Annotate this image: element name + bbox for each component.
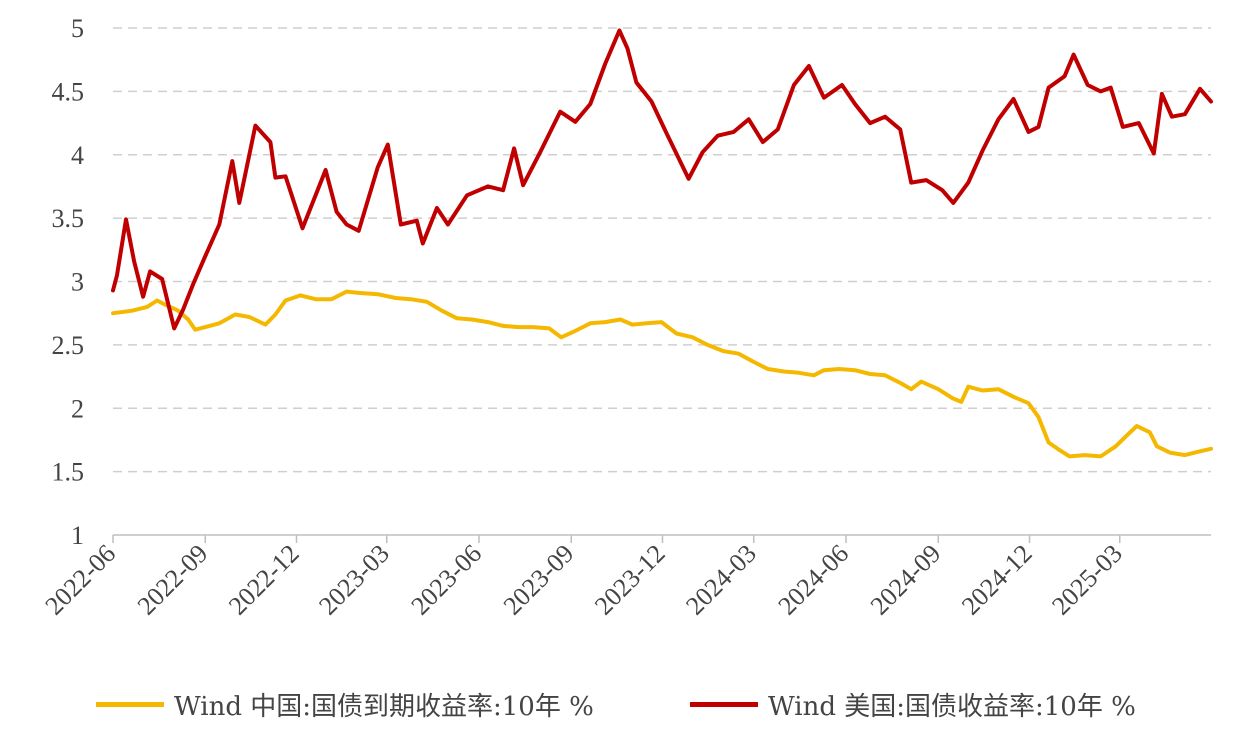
x-tick-label: 2024-06 [772,539,854,621]
x-tick-label: 2023-09 [498,539,580,621]
y-tick-label: 1 [71,521,84,550]
legend-item-us-10y: Wind 美国:国债收益率:10年 % [690,686,1136,723]
y-tick-label: 2.5 [52,331,85,360]
series-lines [111,28,1213,459]
legend-label-china: Wind 中国:国债到期收益率:10年 % [174,692,594,722]
y-tick-label: 1.5 [52,458,85,487]
gridlines [113,27,1211,473]
series-line-us-10y [111,28,1213,331]
x-tick-label: 2022-12 [223,539,305,621]
legend-swatch-china [96,702,164,707]
x-tick-label: 2024-12 [956,539,1038,621]
x-tick-label: 2024-09 [865,539,947,621]
y-tick-label: 3.5 [52,204,85,233]
x-tick-label: 2022-06 [39,539,121,621]
x-tick-label: 2023-03 [313,539,395,621]
legend-item-china-10y: Wind 中国:国债到期收益率:10年 % [96,686,594,723]
y-axis-tick-labels: 1 1.5 2 2.5 3 3.5 4 4.5 5 [52,14,85,550]
y-tick-label: 5 [71,14,84,43]
legend-label-us: Wind 美国:国债收益率:10年 % [768,692,1136,722]
x-tick-label: 2024-03 [680,539,762,621]
series-line-china-10y [111,289,1213,459]
x-tick-label: 2022-09 [132,539,214,621]
y-tick-label: 4 [71,141,84,170]
legend-swatch-us [690,702,758,707]
y-tick-label: 2 [71,394,84,423]
x-axis: 2022-06 2022-09 2022-12 2023-03 2023-06 2023-… [39,534,1211,621]
x-tick-label: 2023-12 [589,539,671,621]
x-tick-label: 2025-03 [1046,539,1128,621]
y-tick-label: 3 [71,268,84,297]
y-tick-label: 4.5 [52,77,85,106]
x-tick-label: 2023-06 [405,539,487,621]
